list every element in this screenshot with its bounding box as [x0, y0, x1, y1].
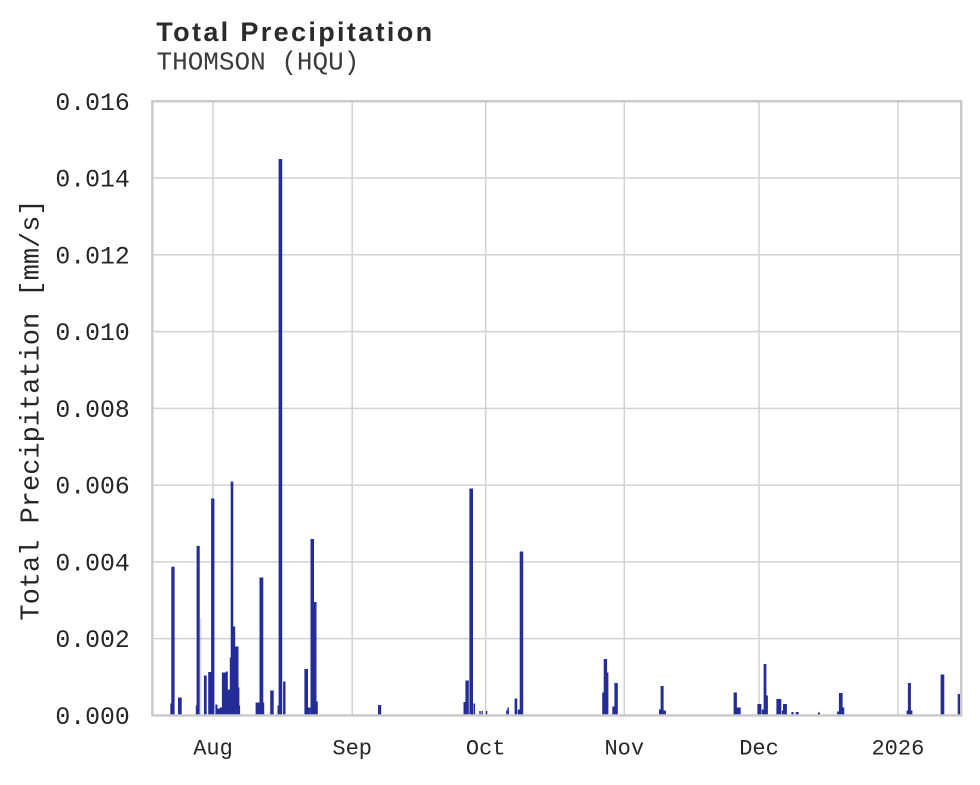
svg-text:Nov: Nov [604, 737, 644, 762]
svg-text:Total Precipitation: Total Precipitation [156, 17, 434, 47]
svg-text:THOMSON (HQU): THOMSON (HQU) [157, 48, 360, 78]
svg-text:0.004: 0.004 [55, 550, 129, 578]
svg-text:Oct: Oct [466, 737, 506, 762]
svg-text:2026: 2026 [871, 737, 924, 762]
svg-text:0.000: 0.000 [55, 704, 129, 732]
svg-text:0.002: 0.002 [55, 627, 129, 655]
svg-text:Total Precipitation [mm/s]: Total Precipitation [mm/s] [17, 199, 47, 620]
svg-text:0.012: 0.012 [55, 243, 129, 271]
svg-text:Sep: Sep [332, 737, 372, 762]
svg-text:Dec: Dec [739, 737, 779, 762]
svg-text:Aug: Aug [193, 737, 233, 762]
svg-text:0.008: 0.008 [55, 397, 129, 425]
svg-text:0.010: 0.010 [55, 320, 129, 348]
svg-text:0.006: 0.006 [55, 474, 129, 502]
svg-text:0.016: 0.016 [55, 90, 129, 118]
svg-text:0.014: 0.014 [55, 167, 129, 195]
